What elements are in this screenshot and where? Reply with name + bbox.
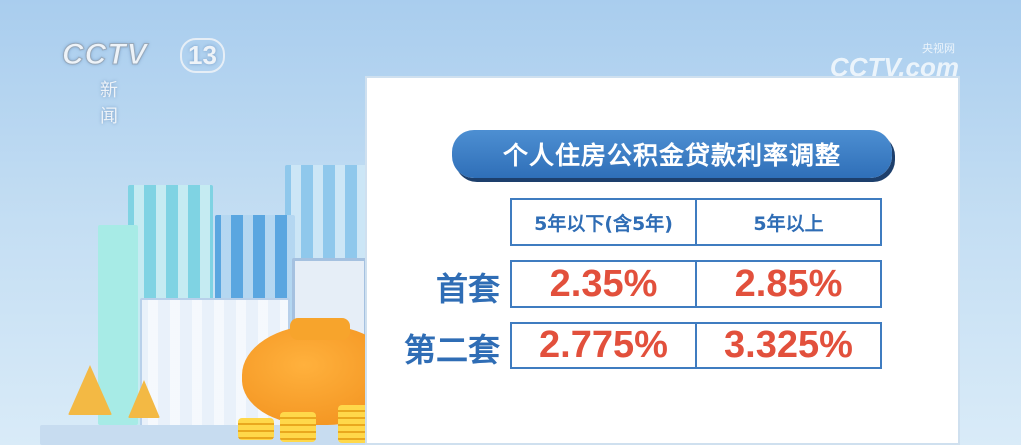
ground xyxy=(40,425,420,445)
header-cell: 5年以上 xyxy=(695,200,880,244)
money-bag-knot xyxy=(290,318,350,340)
table-row: 2.35% 2.85% xyxy=(510,260,882,308)
cctv13-logo: CCTV 13 新闻 xyxy=(62,38,225,127)
logo-brand: CCTV xyxy=(62,38,148,72)
rate-cell: 3.325% xyxy=(695,324,880,367)
coin-stack-icon xyxy=(238,418,274,440)
page-title: 个人住房公积金贷款利率调整 xyxy=(452,130,892,178)
table-header: 5年以下(含5年) 5年以上 xyxy=(510,198,882,246)
table-row: 2.775% 3.325% xyxy=(510,322,882,369)
rate-cell: 2.35% xyxy=(549,262,658,305)
rate-cell: 2.85% xyxy=(695,262,880,306)
watermark-site: 央视网 xyxy=(922,42,955,55)
header-cell: 5年以下(含5年) xyxy=(534,212,673,235)
coin-stack-icon xyxy=(280,412,316,442)
logo-channel: 13 xyxy=(180,38,225,73)
tree xyxy=(128,380,160,418)
logo-sub: 新闻 xyxy=(100,80,132,127)
row-label: 第二套 xyxy=(403,331,500,369)
tree xyxy=(68,365,112,415)
row-label: 首套 xyxy=(435,270,500,308)
rate-cell: 2.775% xyxy=(539,324,668,366)
